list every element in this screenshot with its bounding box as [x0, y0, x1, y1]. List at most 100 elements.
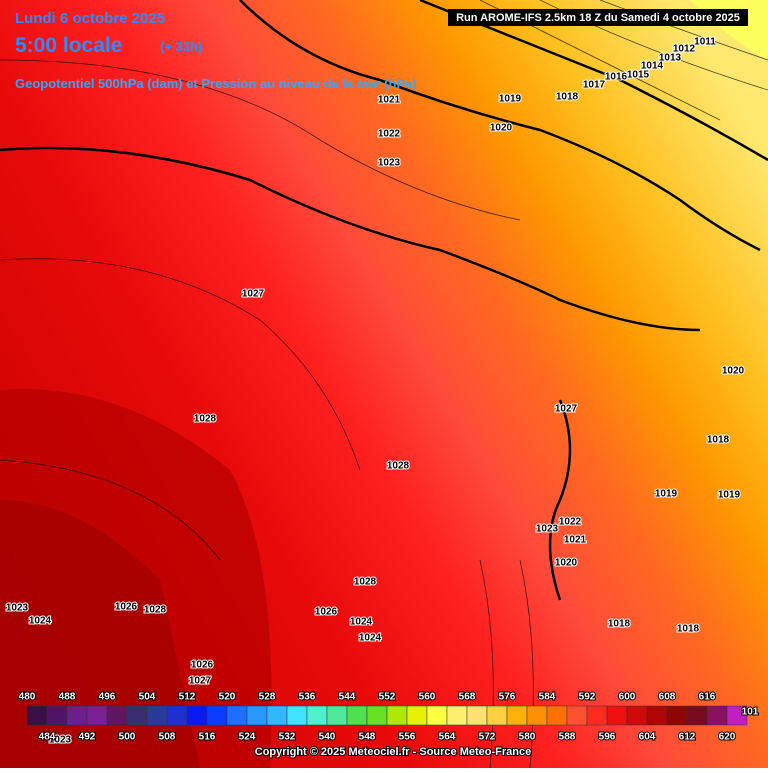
run-info: Run AROME-IFS 2.5km 18 Z du Samedi 4 oct… — [456, 12, 740, 24]
isobar-label: 1020 — [490, 123, 513, 134]
scale-label: 620 — [719, 732, 736, 743]
scale-swatch — [306, 705, 328, 726]
scale-label: 572 — [479, 732, 496, 743]
isobar-label: 1022 — [559, 517, 582, 528]
scale-label: 576 — [499, 692, 516, 703]
scale-swatch — [686, 705, 708, 726]
scale-label: 584 — [539, 692, 556, 703]
isobar-label: 1028 — [354, 577, 377, 588]
isobar-label: 1026 — [315, 607, 338, 618]
isobar-label: 1028 — [144, 605, 167, 616]
isobar-label: 1023 — [536, 524, 559, 535]
isobar-label: 1024 — [29, 616, 52, 627]
scale-swatch — [26, 705, 48, 726]
isobar-label: 1019 — [718, 490, 741, 501]
scale-swatch — [106, 705, 128, 726]
scale-swatch — [486, 705, 508, 726]
scale-swatch — [386, 705, 408, 726]
scale-swatch — [466, 705, 488, 726]
scale-swatch — [666, 705, 688, 726]
scale-swatch — [186, 705, 208, 726]
scale-swatch — [506, 705, 528, 726]
scale-swatch — [606, 705, 628, 726]
scale-label: 600 — [619, 692, 636, 703]
scale-swatch — [726, 705, 748, 726]
scale-swatch — [426, 705, 448, 726]
isobar-label: 1022 — [378, 129, 401, 140]
scale-swatch — [126, 705, 148, 726]
isobar-label: 1023 — [6, 603, 29, 614]
isobar-label: 1023 — [49, 735, 72, 746]
scale-label: 536 — [299, 692, 316, 703]
isobar-label: 1021 — [378, 95, 401, 106]
scale-swatch — [626, 705, 648, 726]
isobar-label: 1026 — [191, 660, 214, 671]
scale-label: 616 — [699, 692, 716, 703]
scale-swatch — [246, 705, 268, 726]
scale-swatch — [286, 705, 308, 726]
scale-label: 488 — [59, 692, 76, 703]
isobar-label: 1024 — [350, 617, 373, 628]
isobar-label: 1027 — [555, 404, 578, 415]
scale-label: 101 — [742, 707, 759, 718]
isobar-label: 1024 — [359, 633, 382, 644]
scale-label: 548 — [359, 732, 376, 743]
isobar-label: 1018 — [608, 619, 631, 630]
scale-label: 496 — [99, 692, 116, 703]
isobar-label: 1027 — [242, 289, 265, 300]
scale-swatch — [346, 705, 368, 726]
isobar-label: 1019 — [655, 489, 678, 500]
scale-label: 580 — [519, 732, 536, 743]
scale-label: 500 — [119, 732, 136, 743]
scale-swatch — [446, 705, 468, 726]
scale-swatch — [586, 705, 608, 726]
isobar-label: 1019 — [499, 94, 522, 105]
isobar-label: 1018 — [707, 435, 730, 446]
isobar-label: 1017 — [583, 80, 606, 91]
scale-label: 604 — [639, 732, 656, 743]
isobar-label: 1027 — [189, 676, 212, 687]
isobar-label: 1016 — [605, 72, 628, 83]
scale-swatch — [566, 705, 588, 726]
scale-label: 608 — [659, 692, 676, 703]
isobar-label: 1013 — [659, 53, 682, 64]
scale-swatch — [226, 705, 248, 726]
scale-label: 592 — [579, 692, 596, 703]
scale-swatch — [86, 705, 108, 726]
isobar-label: 1020 — [722, 366, 745, 377]
scale-label: 560 — [419, 692, 436, 703]
scale-swatch — [166, 705, 188, 726]
scale-label: 484 — [39, 732, 56, 743]
scale-label: 540 — [319, 732, 336, 743]
scale-label: 480 — [19, 692, 36, 703]
scale-label: 524 — [239, 732, 256, 743]
scale-swatch — [326, 705, 348, 726]
scale-label: 556 — [399, 732, 416, 743]
scale-swatch — [46, 705, 68, 726]
scale-swatch — [146, 705, 168, 726]
scale-label: 508 — [159, 732, 176, 743]
scale-swatch — [206, 705, 228, 726]
copyright: Copyright © 2025 Meteociel.fr - Source M… — [255, 746, 531, 758]
isobar-label: 1020 — [555, 558, 578, 569]
scale-label: 552 — [379, 692, 396, 703]
scale-swatch — [366, 705, 388, 726]
time: 5:00 locale — [15, 34, 122, 57]
scale-label: 504 — [139, 692, 156, 703]
isobar-label: 1028 — [194, 414, 217, 425]
scale-swatch — [406, 705, 428, 726]
scale-swatch — [546, 705, 568, 726]
scale-label: 588 — [559, 732, 576, 743]
scale-label: 520 — [219, 692, 236, 703]
scale-label: 512 — [179, 692, 196, 703]
scale-label: 528 — [259, 692, 276, 703]
scale-swatch — [526, 705, 548, 726]
scale-label: 516 — [199, 732, 216, 743]
isobar-label: 1014 — [641, 61, 664, 72]
isobar-label: 1012 — [673, 44, 696, 55]
isobar-label: 1015 — [627, 70, 650, 81]
scale-label: 532 — [279, 732, 296, 743]
dark-field — [0, 500, 200, 768]
date: Lundi 6 octobre 2025 — [15, 10, 165, 27]
